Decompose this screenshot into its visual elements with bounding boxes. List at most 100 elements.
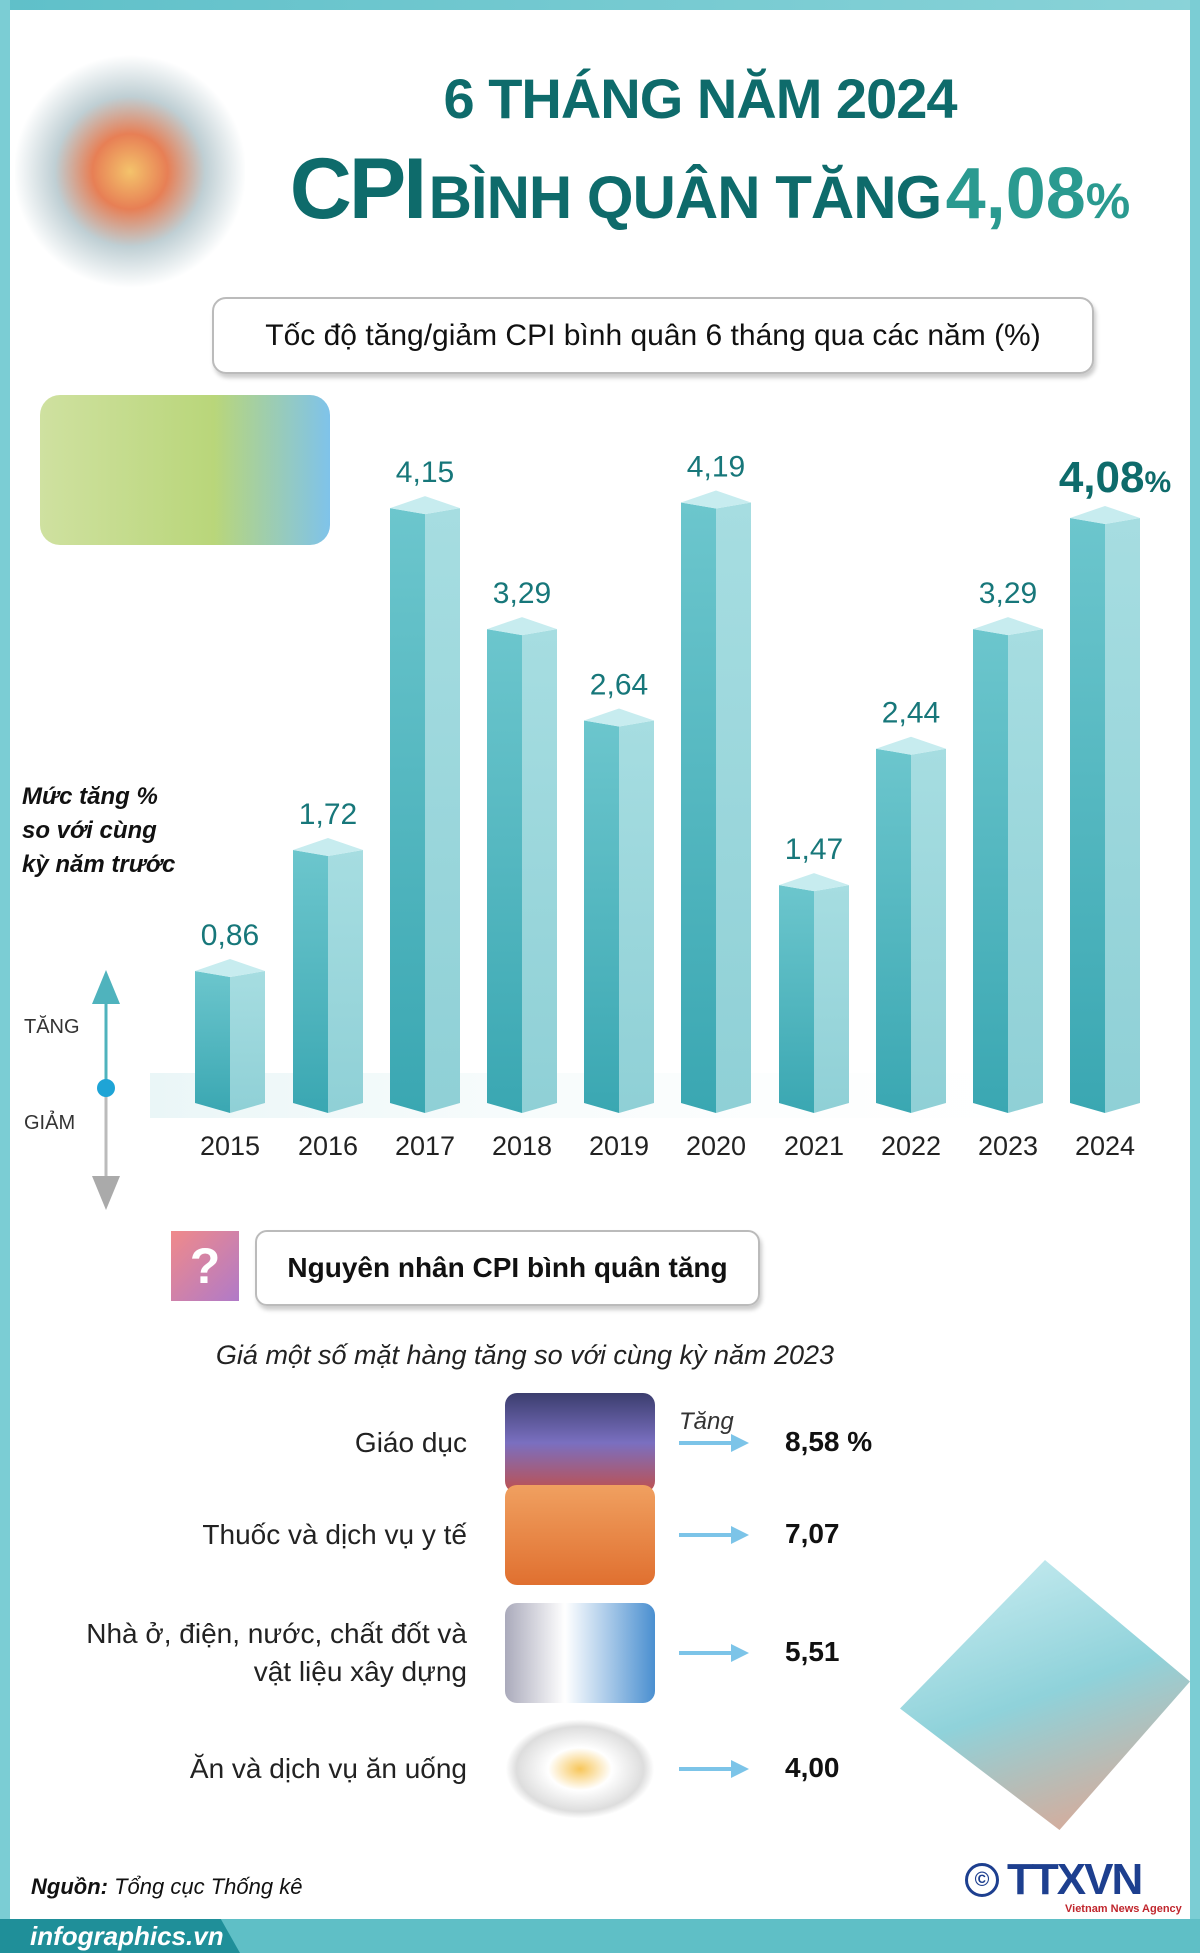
bar-left-face: [487, 629, 522, 1113]
question-icon: ?: [171, 1231, 239, 1301]
arrow-right-icon: [679, 1526, 749, 1544]
title-value: 4,08%: [946, 154, 1131, 234]
reason-label: Giáo dục: [354, 1427, 467, 1458]
frame-right: [1190, 0, 1200, 1953]
reason-label: Nhà ở, điện, nước, chất đốt và vật liệu …: [86, 1618, 467, 1687]
bar-right-face: [328, 849, 363, 1113]
arrow-right-icon: [679, 1760, 749, 1778]
bar-left-face: [584, 720, 619, 1113]
reason-value: 7,07: [785, 1518, 840, 1549]
medicine-bottle-icon: [505, 1485, 655, 1585]
title-value-number: 4,08: [945, 154, 1086, 234]
bar-right-face: [425, 508, 460, 1114]
bar-top-face: [584, 708, 654, 727]
x-tick-label: 2019: [589, 1131, 649, 1161]
bar-right-face: [814, 885, 849, 1113]
bar-left-face: [876, 748, 911, 1113]
bar-left-face: [195, 970, 230, 1113]
increase-label: Tăng: [679, 1408, 734, 1435]
bar-top-face: [973, 617, 1043, 636]
bar-top-face: [195, 958, 265, 977]
bar-2021: [779, 873, 849, 1113]
title-line2: CPI BÌNH QUÂN TĂNG 4,08%: [270, 140, 1150, 239]
up-down-arrow-icon: [92, 970, 120, 1210]
bar-top-face: [293, 837, 363, 856]
reason-value: 4,00: [785, 1752, 840, 1783]
ttxvn-logo: © TTXVN Vietnam News Agency: [965, 1855, 1182, 1915]
bar-left-face: [973, 629, 1008, 1113]
footer-bar: infographics.vn: [0, 1919, 1200, 1953]
bar-2020: [681, 490, 751, 1113]
y-axis-label: Mức tăng % so với cùng kỳ năm trước: [22, 783, 176, 878]
bar-left-face: [681, 502, 716, 1113]
bar-right-face: [1008, 629, 1043, 1113]
chart-subtitle: Tốc độ tăng/giảm CPI bình quân 6 tháng q…: [212, 297, 1094, 374]
bar-right-face: [522, 629, 557, 1113]
title-mid: BÌNH QUÂN TĂNG: [428, 164, 943, 231]
frame-top: [0, 0, 1200, 10]
bar-top-face: [390, 496, 460, 515]
bar-right-face: [911, 748, 946, 1113]
arrow-right-icon: [679, 1434, 749, 1452]
x-tick-label: 2022: [881, 1131, 941, 1161]
bar-2015: [195, 958, 265, 1113]
bar-left-face: [779, 885, 814, 1113]
copyright-icon: ©: [965, 1863, 999, 1897]
bar-right-face: [1105, 517, 1140, 1113]
reason-label: Thuốc và dịch vụ y tế: [202, 1519, 467, 1550]
reason-value: 8,58 %: [785, 1426, 873, 1457]
data-label: 3,29: [493, 577, 551, 610]
bar-2022: [876, 736, 946, 1113]
bar-2024: [1070, 505, 1140, 1113]
checkout-counter-illustration: [40, 395, 330, 545]
title-cpi: CPI: [289, 141, 427, 237]
graduation-cap-books-icon: [505, 1393, 655, 1493]
frame-left: [0, 0, 10, 1953]
reasons-subtitle: Giá một số mặt hàng tăng so với cùng kỳ …: [215, 1340, 835, 1370]
data-label: 4,08%: [1059, 453, 1171, 502]
x-tick-label: 2023: [978, 1131, 1038, 1161]
reason-value: 5,51: [785, 1636, 840, 1667]
bar-2019: [584, 708, 654, 1113]
data-label: 1,47: [785, 833, 843, 866]
logo-text: TTXVN: [1007, 1855, 1143, 1904]
bar-left-face: [293, 849, 328, 1113]
bar-2018: [487, 617, 557, 1113]
market-counter-illustration: [900, 1560, 1190, 1830]
bar-top-face: [876, 736, 946, 755]
x-tick-label: 2016: [298, 1131, 358, 1161]
bar-right-face: [716, 502, 751, 1113]
title-value-pct: %: [1085, 173, 1131, 229]
bar-top-face: [487, 617, 557, 636]
bar-top-face: [1070, 505, 1140, 524]
bar-2023: [973, 617, 1043, 1113]
up-label: TĂNG: [24, 1016, 80, 1038]
faucet-socket-icon: [505, 1603, 655, 1703]
food-plate-icon: [505, 1719, 655, 1819]
title-line1: 6 THÁNG NĂM 2024: [443, 67, 957, 130]
x-tick-label: 2020: [686, 1131, 746, 1161]
source-text: Tổng cục Thống kê: [114, 1874, 303, 1899]
bar-chart: 0,86 2015 1,72 2016 4,15 2017 3,29 2018 2,64 2019…: [150, 450, 1171, 1161]
x-tick-label: 2015: [200, 1131, 260, 1161]
x-tick-label: 2024: [1075, 1131, 1135, 1161]
arrow-right-icon: [679, 1644, 749, 1662]
bar-2016: [293, 837, 363, 1113]
down-label: GIẢM: [24, 1112, 76, 1134]
site-link[interactable]: infographics.vn: [0, 1919, 240, 1953]
data-label: 4,19: [687, 450, 745, 483]
data-label: 3,29: [979, 577, 1037, 610]
x-tick-label: 2018: [492, 1131, 552, 1161]
bar-right-face: [230, 970, 265, 1113]
source: Nguồn: Tổng cục Thống kê: [31, 1874, 302, 1900]
bar-2017: [390, 496, 460, 1114]
data-label: 1,72: [299, 798, 357, 831]
data-label: 2,44: [882, 697, 940, 730]
shopping-cart-illustration: [15, 50, 245, 320]
bar-left-face: [390, 508, 425, 1114]
data-label: 4,15: [396, 456, 454, 489]
bar-top-face: [681, 490, 751, 509]
logo-subtext: Vietnam News Agency: [1065, 1903, 1182, 1915]
data-label: 0,86: [201, 919, 259, 952]
data-label: 2,64: [590, 669, 648, 702]
